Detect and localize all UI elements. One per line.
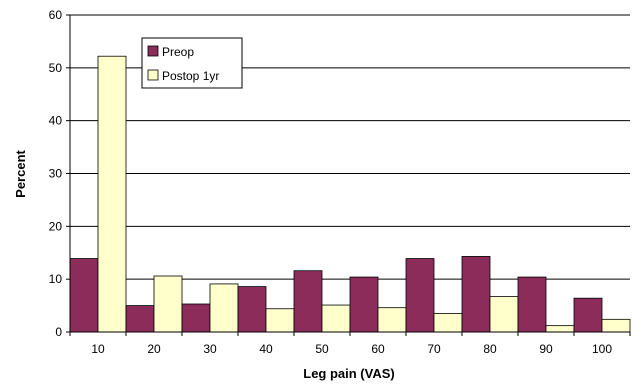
x-tick-label: 80 — [483, 342, 497, 356]
y-tick-label: 0 — [55, 325, 62, 339]
legend-swatch-preop — [147, 45, 159, 57]
x-tick-label: 20 — [147, 342, 161, 356]
x-tick-label: 70 — [427, 342, 441, 356]
y-tick-label: 20 — [49, 219, 63, 233]
bar-preop-30 — [181, 303, 211, 333]
x-tick-label: 60 — [371, 342, 385, 356]
bar-postop-80 — [489, 296, 519, 333]
bar-preop-70 — [405, 258, 435, 333]
bar-postop-100 — [601, 318, 631, 333]
bar-postop-20 — [153, 275, 183, 333]
y-ticks: 0 10 20 30 40 50 60 — [49, 8, 70, 339]
y-tick-label: 10 — [49, 272, 63, 286]
legend-label-preop: Preop — [162, 45, 194, 59]
bar-postop-50 — [321, 304, 351, 333]
y-tick-label: 30 — [49, 167, 63, 181]
bar-preop-100 — [573, 297, 603, 333]
x-tick-label: 90 — [539, 342, 553, 356]
legend-swatch-postop — [147, 69, 159, 81]
bar-postop-60 — [377, 307, 407, 333]
legend-label-postop: Postop 1yr — [162, 69, 219, 83]
x-tick-label: 40 — [259, 342, 273, 356]
bar-postop-70 — [433, 313, 463, 333]
bar-preop-10 — [69, 258, 99, 333]
bars — [69, 55, 631, 333]
bar-postop-10 — [97, 55, 127, 333]
bar-postop-30 — [209, 283, 239, 333]
x-ticks: 10 20 30 40 50 60 70 80 90 100 — [69, 332, 631, 356]
y-tick-label: 60 — [49, 8, 63, 22]
bar-preop-20 — [125, 305, 155, 333]
bar-preop-90 — [517, 276, 547, 333]
bar-postop-40 — [265, 308, 295, 333]
y-tick-label: 40 — [49, 114, 63, 128]
bar-postop-90 — [545, 325, 575, 333]
legend-box — [141, 37, 243, 89]
bar-preop-40 — [237, 286, 267, 333]
bar-preop-60 — [349, 276, 379, 333]
x-tick-label: 10 — [91, 342, 105, 356]
x-tick-label: 100 — [592, 342, 612, 356]
x-axis-title: Leg pain (VAS) — [303, 366, 394, 381]
y-axis-title: Percent — [13, 149, 28, 197]
y-tick-label: 50 — [49, 61, 63, 75]
x-tick-label: 50 — [315, 342, 329, 356]
x-tick-label: 30 — [203, 342, 217, 356]
bar-preop-50 — [293, 270, 323, 333]
legend: Preop Postop 1yr — [141, 37, 243, 89]
bar-preop-80 — [461, 256, 491, 333]
